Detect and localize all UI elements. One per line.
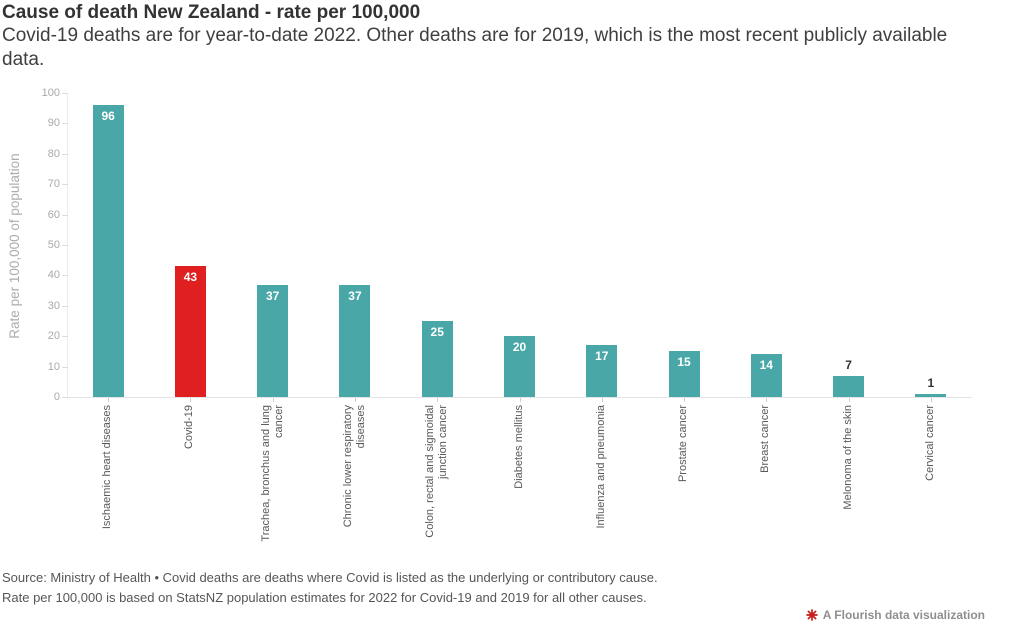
y-tick-mark: [62, 123, 68, 125]
y-tick-label: 70: [47, 178, 60, 191]
bar-value-label: 17: [595, 349, 609, 364]
x-tick-mark: [354, 398, 356, 402]
x-tick-mark: [601, 398, 603, 402]
y-tick-label: 0: [53, 391, 60, 403]
bar-highlight[interactable]: [174, 266, 206, 397]
x-tick-mark: [684, 398, 686, 402]
x-axis-label: Trachea, bronchus and lung cancer: [255, 405, 291, 557]
x-axis-label-text: Melonoma of the skin: [841, 405, 854, 510]
bar-value-label: 43: [183, 270, 198, 285]
bar-value-label: 96: [101, 109, 115, 124]
x-tick-mark: [437, 398, 439, 402]
y-tick-mark: [62, 305, 68, 307]
bar-series[interactable]: [668, 351, 700, 397]
x-axis-label-text: Ischaemic heart diseases: [101, 405, 114, 530]
x-axis-label-text: Breast cancer: [759, 405, 772, 473]
x-axis-label: Colon, rectal and sigmoidal junction can…: [419, 405, 455, 557]
bar-series[interactable]: [586, 345, 618, 397]
x-axis-label-text: Covid-19: [183, 405, 196, 450]
y-tick-label: 60: [47, 208, 60, 221]
flourish-credit-link[interactable]: A Flourish data visualization: [805, 608, 985, 622]
y-tick-mark: [62, 336, 68, 338]
x-axis-label: Prostate cancer: [666, 405, 702, 557]
bar-series[interactable]: [833, 375, 865, 397]
chart-header: Cause of death New Zealand - rate per 10…: [2, 1, 1012, 71]
y-tick-mark: [62, 366, 68, 368]
x-axis-label-text: Colon, rectal and sigmoidal junction can…: [423, 405, 450, 538]
x-axis-label: Breast cancer: [748, 405, 784, 557]
x-axis-label-text: Cervical cancer: [924, 405, 937, 481]
bar-series[interactable]: [504, 336, 535, 397]
bar-series[interactable]: [750, 354, 782, 397]
y-tick-label: 20: [47, 330, 60, 343]
x-tick-mark: [848, 398, 850, 402]
y-tick-mark: [62, 214, 68, 216]
y-tick-mark: [62, 93, 68, 94]
x-axis-label: Diabetes mellitus: [502, 405, 538, 557]
chart-subtitle: Covid-19 deaths are for year-to-date 202…: [2, 25, 948, 70]
bar-value-label: 37: [348, 288, 362, 303]
y-tick-label: 10: [47, 360, 60, 373]
flourish-starburst-icon: [805, 609, 818, 621]
x-axis-label: Covid-19: [172, 405, 208, 557]
x-tick-mark: [519, 398, 521, 402]
bar-series[interactable]: [421, 321, 453, 397]
chart-title: Cause of death New Zealand - rate per 10…: [2, 2, 421, 23]
bar-series[interactable]: [915, 393, 947, 397]
y-tick-label: 30: [47, 299, 60, 312]
y-tick-mark: [62, 397, 68, 398]
bar-value-label: 14: [759, 358, 773, 373]
y-tick-label: 80: [47, 147, 60, 160]
source-note: Source: Ministry of Health • Covid death…: [2, 568, 658, 607]
bar-value-label: 25: [430, 325, 444, 339]
x-axis-label: Melonoma of the skin: [831, 405, 867, 557]
bar-series[interactable]: [257, 284, 289, 397]
x-axis-label-text: Chronic lower respiratory diseases: [341, 405, 367, 528]
x-axis-baseline: [67, 397, 972, 398]
bar-series[interactable]: [339, 284, 371, 397]
y-tick-label: 100: [41, 87, 60, 99]
x-axis-label-text: Diabetes mellitus: [512, 405, 525, 489]
bar-series[interactable]: [92, 105, 124, 397]
x-axis-label: Influenza and pneumonia: [584, 405, 620, 557]
bar-value-label: 37: [265, 288, 280, 303]
x-axis-label-text: Prostate cancer: [677, 405, 690, 483]
y-tick-label: 40: [47, 269, 60, 282]
x-axis-label: Ischaemic heart diseases: [90, 405, 126, 557]
source-note-line1: Source: Ministry of Health • Covid death…: [2, 570, 658, 585]
bar-value-label: 7: [845, 357, 852, 372]
y-tick-label: 90: [47, 117, 60, 130]
source-note-line2: Rate per 100,000 is based on StatsNZ pop…: [2, 589, 647, 605]
y-tick-mark: [62, 245, 68, 246]
x-axis-label-text: Trachea, bronchus and lung cancer: [259, 405, 285, 542]
bar-value-label: 1: [927, 375, 935, 390]
y-tick-label: 50: [47, 239, 60, 251]
bar-value-label: 20: [512, 340, 527, 355]
x-tick-mark: [190, 398, 192, 402]
x-tick-mark: [108, 398, 110, 402]
y-tick-mark: [62, 184, 68, 186]
x-tick-mark: [930, 398, 932, 402]
x-tick-mark: [272, 398, 274, 402]
x-axis-label-text: Influenza and pneumonia: [595, 405, 608, 529]
y-tick-mark: [62, 275, 68, 277]
x-axis-label: Chronic lower respiratory diseases: [337, 405, 373, 557]
flourish-credit-label: A Flourish data visualization: [822, 608, 985, 622]
bar-value-label: 15: [677, 355, 691, 370]
x-tick-mark: [766, 398, 768, 402]
y-tick-mark: [62, 153, 68, 155]
x-axis-label: Cervical cancer: [913, 405, 949, 557]
